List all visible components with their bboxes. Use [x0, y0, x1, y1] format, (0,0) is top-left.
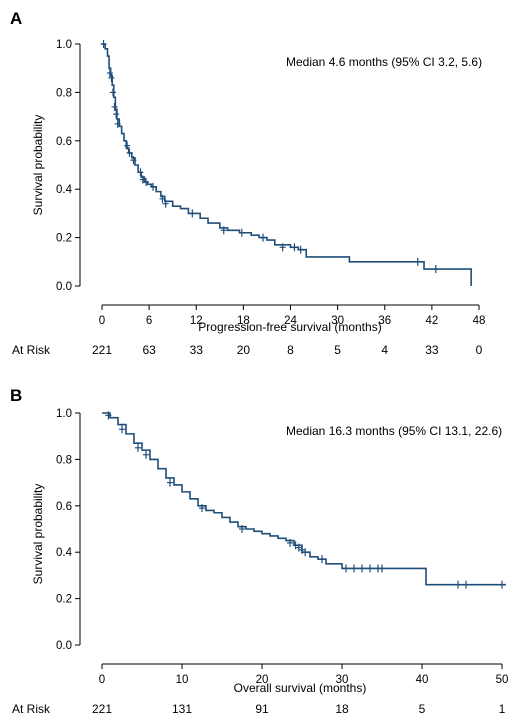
panel-a-x-tick-label: 0: [99, 315, 105, 327]
panel-b-at-risk-count: 221: [92, 702, 112, 716]
panel-a-at-risk-count: 33: [425, 343, 439, 357]
panel-b-y-tick-label: 0.0: [56, 640, 72, 652]
panel-a-y-tick-label: 0.8: [56, 87, 72, 99]
panel-a-x-tick-label: 36: [378, 315, 391, 327]
panel-a-at-risk-label: At Risk: [12, 343, 51, 357]
panel-a-at-risk-count: 8: [287, 343, 294, 357]
panel-b-letter: B: [10, 386, 22, 405]
panel-a-x-tick-label: 30: [331, 315, 344, 327]
panel-b-at-risk-count: 91: [255, 702, 269, 716]
panel-b-x-tick-label: 30: [336, 674, 349, 686]
panel-a-at-risk-count: 63: [142, 343, 156, 357]
panel-b-at-risk-count: 1: [499, 702, 506, 716]
panel-a-letter: A: [10, 9, 22, 28]
panel-a-at-risk-count: 33: [190, 343, 204, 357]
panel-a-survival-curve: [102, 43, 472, 286]
panel-b-y-tick-label: 0.8: [56, 454, 72, 466]
panel-b-y-tick-label: 0.6: [56, 501, 72, 513]
panel-a-at-risk-count: 20: [237, 343, 251, 357]
panel-b-y-tick-label: 0.2: [56, 594, 72, 606]
panel-b-x-tick-label: 10: [176, 674, 189, 686]
panel-a-at-risk-count: 4: [381, 343, 388, 357]
panel-a-at-risk-count: 221: [92, 343, 112, 357]
panel-a-at-risk-count: 5: [334, 343, 341, 357]
panel-b-x-tick-label: 40: [416, 674, 429, 686]
panel-b-at-risk-count: 131: [172, 702, 192, 716]
panel-a-y-tick-label: 0.6: [56, 136, 72, 148]
panel-a-x-tick-label: 48: [473, 315, 486, 327]
panel-a-x-axis-label: Progression-free survival (months): [198, 320, 381, 334]
panel-b-x-tick-label: 50: [496, 674, 509, 686]
panel-a-x-tick-label: 24: [284, 315, 297, 327]
panel-b-at-risk-count: 18: [335, 702, 349, 716]
panel-a-y-axis-label: Survival probability: [31, 115, 45, 216]
panel-b-y-axis-label: Survival probability: [31, 484, 45, 585]
panel-b-x-tick-label: 0: [99, 674, 105, 686]
panel-b-y-tick-label: 0.4: [56, 547, 73, 559]
panel-a-x-tick-label: 42: [425, 315, 438, 327]
panel-b-at-risk-label: At Risk: [12, 702, 51, 716]
panel-b-at-risk-count: 5: [419, 702, 426, 716]
panel-a-y-tick-label: 0.4: [56, 184, 73, 196]
panel-a-at-risk-count: 0: [476, 343, 483, 357]
panel-b-x-tick-label: 20: [256, 674, 269, 686]
panel-a-median-annotation: Median 4.6 months (95% CI 3.2, 5.6): [286, 55, 482, 69]
panel-a-y-tick-label: 0.0: [56, 281, 72, 293]
panel-a-x-tick-label: 12: [190, 315, 203, 327]
panel-b-median-annotation: Median 16.3 months (95% CI 13.1, 22.6): [286, 424, 502, 438]
panel-a-y-tick-label: 0.2: [56, 233, 72, 245]
panel-b-y-tick-label: 1.0: [56, 408, 72, 420]
panel-b-survival-curve: [102, 412, 506, 586]
panel-a-y-tick-label: 1.0: [56, 39, 72, 51]
panel-b-x-axis-label: Overall survival (months): [234, 681, 367, 695]
panel-a-x-tick-label: 6: [146, 315, 152, 327]
panel-b-plot: 0.0 0.2 0.4 0.6 0.8 1.0 0 10 20 30 40 50 221 131 91 18 5…: [56, 408, 508, 716]
panel-a-x-tick-label: 18: [237, 315, 250, 327]
